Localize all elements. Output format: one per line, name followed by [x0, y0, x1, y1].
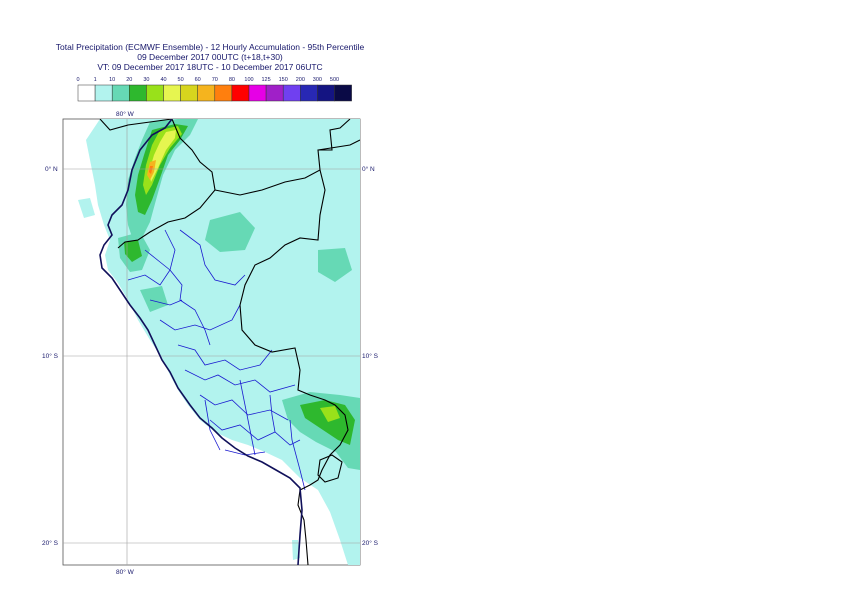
- legend-threshold-label: 50: [178, 77, 184, 83]
- legend-threshold-label: 100: [244, 77, 253, 83]
- title-line-2: 09 December 2017 00UTC (t+18,t+30): [137, 52, 283, 62]
- precip-field: [78, 119, 360, 565]
- legend-threshold-label: 150: [279, 77, 288, 83]
- lon-label-bottom: 80° W: [116, 568, 135, 576]
- legend-threshold-label: 200: [296, 77, 305, 83]
- legend-swatch: [334, 84, 352, 102]
- precip-colour-legend: 0 1 10 20 30 40 50 60 70 80 100 125 150 200 300 500: [76, 77, 352, 102]
- legend-threshold-label: 1: [94, 77, 97, 83]
- title-line-3: VT: 09 December 2017 18UTC - 10 December…: [97, 62, 323, 72]
- legend-threshold-label: 125: [262, 77, 271, 83]
- legend-threshold-label: 500: [330, 77, 339, 83]
- legend-threshold-label: 30: [143, 77, 149, 83]
- lat-label-left-10s: 10° S: [42, 352, 59, 360]
- legend-threshold-label: 0: [76, 77, 79, 83]
- precip-area-30mm-east: [320, 406, 340, 422]
- precip-area-70mm: [149, 166, 153, 174]
- legend-threshold-label: 10: [109, 77, 115, 83]
- legend-threshold-label: 60: [195, 77, 201, 83]
- country-borders: [99, 119, 360, 565]
- legend-threshold-label: 40: [160, 77, 166, 83]
- title-line-1: Total Precipitation (ECMWF Ensemble) - 1…: [55, 42, 365, 52]
- legend-threshold-label: 70: [212, 77, 218, 83]
- lat-label-right-10s: 10° S: [362, 352, 379, 360]
- legend-threshold-label: 300: [313, 77, 322, 83]
- legend-threshold-label: 20: [126, 77, 132, 83]
- precip-area-1mm-offshore: [78, 198, 95, 218]
- precip-area-10mm-patch-2: [318, 248, 352, 282]
- admin-borders: [127, 229, 306, 491]
- lon-label-top: 80° W: [116, 110, 135, 118]
- precip-area-1mm: [86, 119, 360, 565]
- lat-label-left-0n: 0° N: [45, 165, 58, 173]
- lat-label-left-20s: 20° S: [42, 539, 59, 547]
- precip-area-20mm-north: [135, 124, 188, 215]
- coastline: [99, 119, 303, 565]
- precip-area-10mm-patch-1: [205, 212, 255, 252]
- lat-label-right-20s: 20° S: [362, 539, 379, 547]
- precip-area-10mm-patch-3: [140, 286, 168, 312]
- legend-threshold-label: 80: [229, 77, 235, 83]
- precip-area-20mm-coast: [124, 240, 142, 262]
- title-block: Total Precipitation (ECMWF Ensemble) - 1…: [0, 42, 420, 72]
- lat-label-right-0n: 0° N: [362, 165, 375, 173]
